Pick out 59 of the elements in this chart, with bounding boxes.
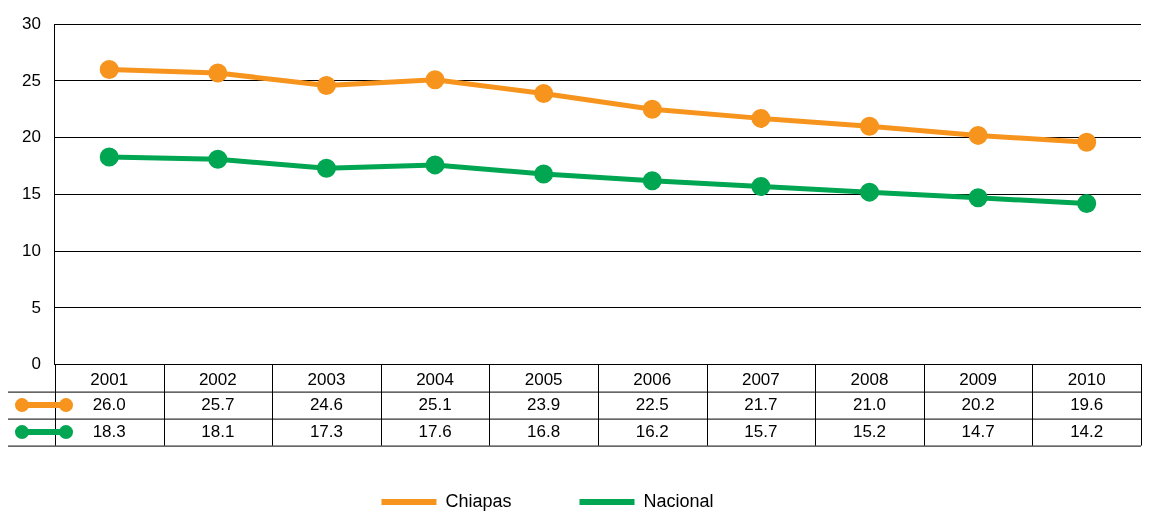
data-label: 15.2 [852, 421, 887, 441]
point [534, 164, 554, 184]
y-tick-label: 0 [31, 354, 41, 374]
x-tick-label: 2006 [633, 370, 672, 390]
data-label: 16.2 [635, 421, 669, 441]
point [534, 83, 554, 103]
data-label: 20.2 [961, 394, 995, 414]
data-label: 17.3 [309, 421, 343, 441]
x-tick-label: 2001 [90, 370, 129, 390]
x-tick-label: 2003 [307, 370, 346, 390]
data-label: 23.9 [527, 394, 561, 414]
x-tick-label: 2002 [198, 370, 237, 390]
point [859, 116, 879, 136]
point [425, 70, 445, 90]
x-tick-label: 2008 [850, 370, 889, 390]
data-label: 18.3 [92, 421, 126, 441]
point [316, 158, 336, 178]
x-tick-label: 2010 [1067, 370, 1106, 390]
data-label: 22.5 [635, 394, 669, 414]
legend-label: Nacional [643, 490, 768, 511]
data-label: 15.7 [744, 421, 778, 441]
data-label: 16.8 [527, 421, 561, 441]
data-label: 24.6 [309, 394, 343, 414]
point [99, 60, 119, 80]
data-label: 25.7 [201, 394, 235, 414]
data-label: 21.7 [744, 394, 778, 414]
y-tick-label: 20 [21, 127, 41, 147]
point [316, 75, 336, 95]
data-label: 18.1 [201, 421, 235, 441]
x-tick-label: 2004 [416, 370, 454, 390]
data-label: 26.0 [92, 394, 126, 414]
point [968, 125, 988, 145]
data-label: 25.1 [418, 394, 452, 414]
data-label: 21.0 [852, 394, 887, 414]
y-tick-label: 10 [21, 240, 41, 260]
data-label: 17.6 [418, 421, 452, 441]
y-tick-label: 25 [21, 70, 41, 90]
point [1077, 132, 1097, 152]
y-tick-label: 30 [21, 13, 41, 33]
data-label: 14.7 [961, 421, 995, 441]
point [751, 176, 771, 196]
x-tick-label: 2005 [524, 370, 563, 390]
point [642, 171, 662, 191]
point [208, 63, 228, 83]
y-tick-label: 15 [21, 184, 41, 204]
point [751, 108, 771, 128]
point [208, 149, 228, 169]
point [99, 147, 119, 167]
point [1077, 193, 1097, 213]
data-label: 14.2 [1070, 421, 1104, 441]
point [968, 188, 988, 208]
point [425, 155, 445, 175]
legend-label: Chiapas [445, 490, 566, 511]
point [642, 99, 662, 119]
point [859, 182, 879, 202]
data-label: 19.6 [1070, 394, 1104, 414]
x-tick-label: 2007 [741, 370, 780, 390]
y-tick-label: 5 [31, 297, 41, 317]
x-tick-label: 2009 [959, 370, 997, 390]
